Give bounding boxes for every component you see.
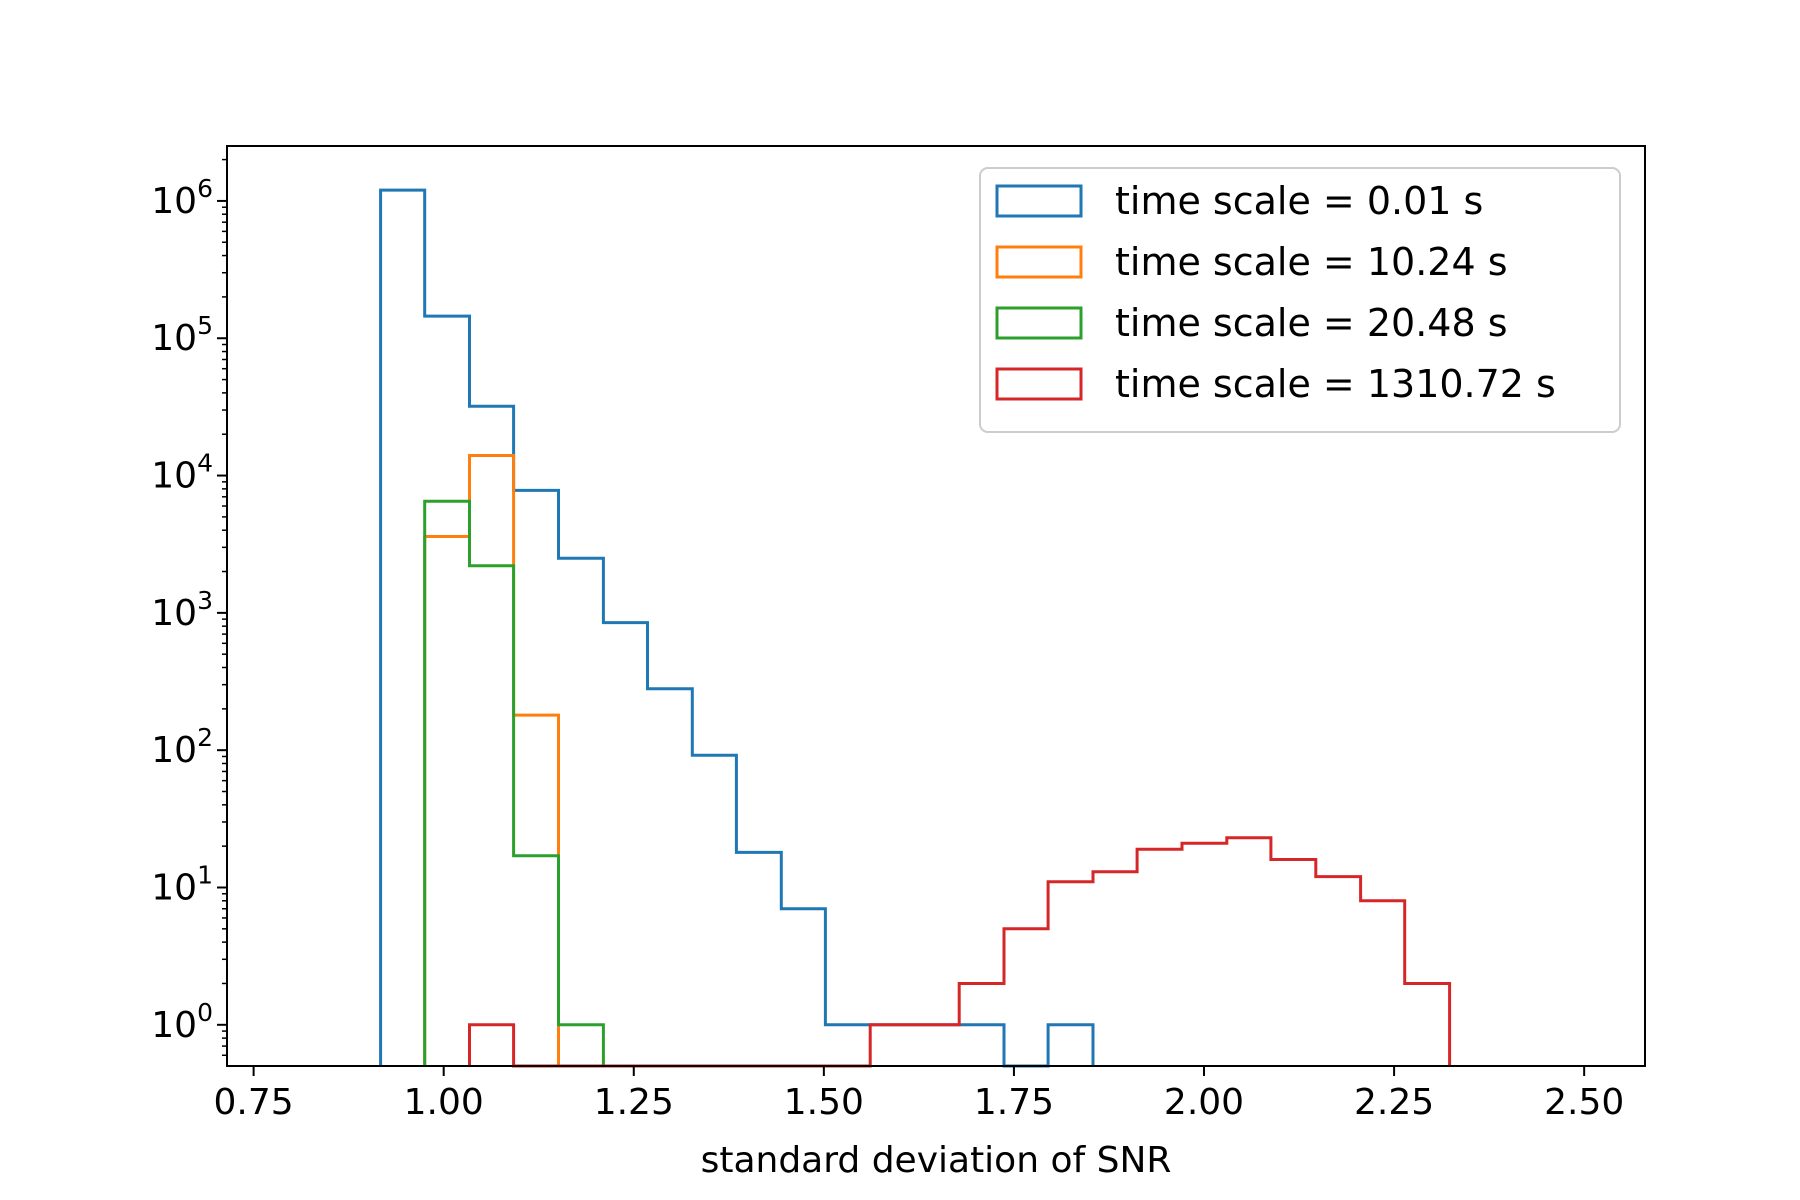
x-tick-label: 1.00 <box>404 1082 484 1123</box>
y-tick-label: 101 <box>151 860 213 908</box>
legend-swatch <box>995 367 1083 401</box>
x-tick-label: 2.50 <box>1544 1082 1624 1123</box>
y-tick-label: 102 <box>151 723 213 771</box>
histogram-series-0 <box>379 188 1095 1068</box>
legend-swatch <box>995 245 1083 279</box>
x-tick-label: 2.25 <box>1354 1082 1434 1123</box>
legend-box <box>979 167 1621 433</box>
y-tick-label: 103 <box>151 586 213 634</box>
histogram-series-1 <box>423 454 560 1066</box>
legend-swatch <box>995 184 1083 218</box>
histogram-series-2 <box>423 499 605 1066</box>
y-tick-label: 105 <box>151 311 213 359</box>
histogram-series-3 <box>468 836 1452 1068</box>
y-tick-label: 106 <box>151 174 213 222</box>
legend: time scale = 0.01 s time scale = 10.24 s t… <box>979 167 1621 433</box>
y-tick-label: 104 <box>151 449 213 497</box>
y-axis: 100 101 102 103 104 105 106 <box>151 158 227 1057</box>
x-tick-label: 2.00 <box>1164 1082 1244 1123</box>
x-axis-label: standard deviation of SNR <box>701 1140 1172 1181</box>
x-axis: 0.75 1.00 1.25 1.50 1.75 2.00 2.25 2.50 <box>214 1066 1624 1123</box>
x-tick-label: 1.75 <box>974 1082 1054 1123</box>
axes-frame <box>226 145 1646 1067</box>
legend-label: time scale = 1310.72 s <box>1115 362 1556 406</box>
x-tick-label: 1.50 <box>784 1082 864 1123</box>
legend-label: time scale = 0.01 s <box>1115 179 1483 223</box>
legend-label: time scale = 20.48 s <box>1115 301 1508 345</box>
legend-label: time scale = 10.24 s <box>1115 240 1508 284</box>
x-tick-label: 0.75 <box>214 1082 294 1123</box>
legend-swatch <box>995 306 1083 340</box>
x-tick-label: 1.25 <box>594 1082 674 1123</box>
plot-area <box>226 145 1646 1068</box>
y-tick-label: 100 <box>151 998 213 1046</box>
